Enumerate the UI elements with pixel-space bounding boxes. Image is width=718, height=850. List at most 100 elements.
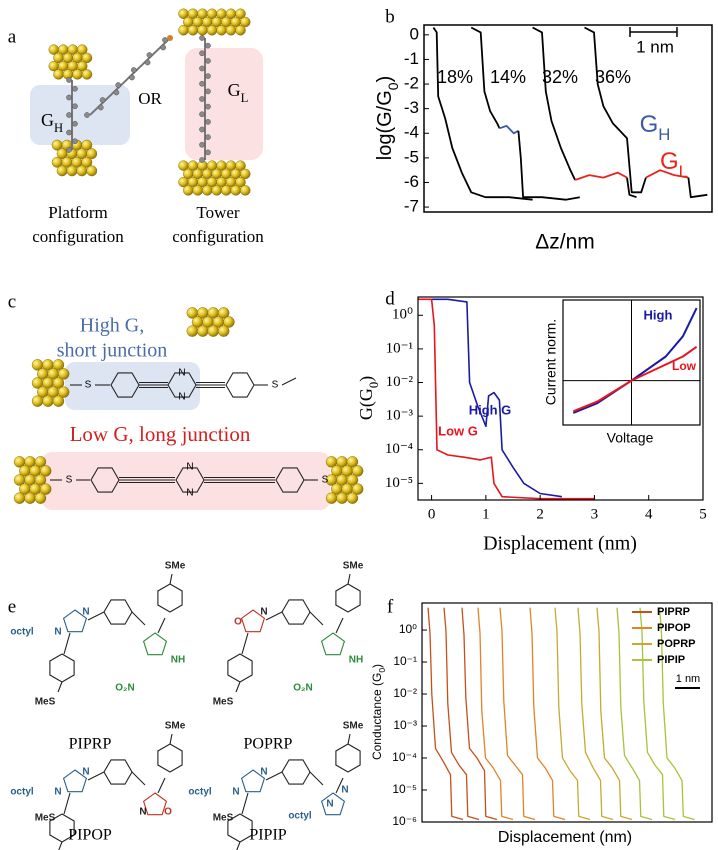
atom-label: octyl <box>10 627 34 638</box>
gold-atom <box>52 377 65 389</box>
ring <box>175 467 205 493</box>
molecule-atom <box>205 42 211 49</box>
gold-atom <box>34 456 47 468</box>
bond <box>347 733 351 745</box>
gold-atom <box>31 395 44 407</box>
atom-label: N <box>54 787 61 798</box>
text-part: G <box>41 110 54 130</box>
caption: configuration <box>172 227 264 246</box>
panel-label: c <box>8 291 16 312</box>
molecule-atom <box>99 97 106 103</box>
x-tick-label: 0 <box>428 506 436 522</box>
ring <box>281 599 311 625</box>
legend-label: POPRP <box>657 638 696 650</box>
gold-atom <box>81 156 93 168</box>
x-tick-label: 3 <box>591 506 599 522</box>
molecule-atom <box>205 134 211 140</box>
bond <box>63 632 71 655</box>
subscript: L <box>241 91 249 105</box>
gold-atom <box>66 165 78 177</box>
y-axis-label: log(G/G0) <box>374 76 400 161</box>
gold-atom <box>13 492 26 504</box>
ring <box>335 583 361 613</box>
bond <box>335 617 344 634</box>
gold-atom <box>57 386 70 398</box>
bond <box>236 841 241 850</box>
atom-label: O₂N <box>293 683 312 694</box>
low-label: Low <box>672 359 697 373</box>
trace <box>443 607 480 821</box>
x-tick-label: 2 <box>536 506 544 522</box>
gold-atom <box>336 492 348 504</box>
gold-atom <box>86 165 98 177</box>
y-tick-label: 10⁻¹ <box>393 654 417 668</box>
atom-label: SMe <box>165 721 186 732</box>
atom-label: N <box>341 785 348 796</box>
molecule-atom <box>98 104 104 111</box>
gold-atom <box>351 483 364 495</box>
molecule-atom <box>66 147 72 153</box>
ring <box>110 372 140 398</box>
gold-atom <box>197 325 209 337</box>
gold-atom <box>39 465 52 477</box>
ring <box>167 372 197 398</box>
percentage-label: 14% <box>490 67 526 87</box>
gold-atom <box>225 25 237 36</box>
y-tick-label: 10⁻⁴ <box>392 750 417 764</box>
text-part: G <box>640 111 659 138</box>
trace <box>687 177 708 199</box>
molecule-atom <box>162 37 168 43</box>
atom-label: S <box>272 380 279 391</box>
trace <box>431 298 563 498</box>
ring <box>90 467 120 493</box>
gh-label: GH <box>41 110 63 135</box>
subscript: L <box>679 162 688 181</box>
gl-label: GL <box>228 80 249 105</box>
ring <box>275 467 305 493</box>
molecule-atom <box>84 112 90 118</box>
y-tick-label: -7 <box>404 197 419 216</box>
bond <box>235 681 241 693</box>
molecule-atom <box>205 58 211 64</box>
gold-atom <box>211 185 222 196</box>
molecule-name: PIPIP <box>249 827 286 844</box>
molecule-atom <box>146 52 153 58</box>
y-tick-label: 10⁻¹ <box>386 340 413 356</box>
molecule-atom <box>129 74 135 81</box>
atom-label: O <box>164 807 172 818</box>
ring <box>240 609 266 633</box>
atom-label: SMe <box>343 561 364 572</box>
panel-label: a <box>8 26 17 47</box>
molecule-atom <box>72 120 78 127</box>
atom-label: MeS <box>35 697 56 708</box>
trace <box>499 125 519 135</box>
trace <box>529 607 566 821</box>
bond <box>58 841 63 850</box>
panel-label: d <box>385 288 395 309</box>
atom-label: SMe <box>343 721 364 732</box>
bond <box>265 611 283 621</box>
text-part: ) <box>356 376 377 382</box>
high-label: short junction <box>57 340 168 362</box>
bond <box>309 771 324 786</box>
gold-atom <box>235 160 246 171</box>
bond <box>265 771 283 781</box>
trace <box>584 26 647 194</box>
trace <box>432 26 533 201</box>
gold-atom <box>56 165 68 177</box>
y-tick-label: -6 <box>404 172 419 191</box>
y-tick-label: 10⁻⁴ <box>385 441 413 457</box>
gl-region <box>185 48 263 160</box>
molecule-atom <box>199 50 205 57</box>
gold-atom <box>223 316 235 328</box>
panel-label: f <box>387 596 394 617</box>
y-axis-label: G(G0) <box>356 376 381 420</box>
y-tick-label: 10⁻² <box>386 374 414 390</box>
atom-label: SMe <box>165 561 186 572</box>
scale-bar-label: 1 nm <box>676 673 700 685</box>
atom-label: NH <box>349 655 363 666</box>
atom-label: N <box>54 627 61 638</box>
gold-atom <box>216 25 227 36</box>
gold-atom <box>235 8 246 19</box>
